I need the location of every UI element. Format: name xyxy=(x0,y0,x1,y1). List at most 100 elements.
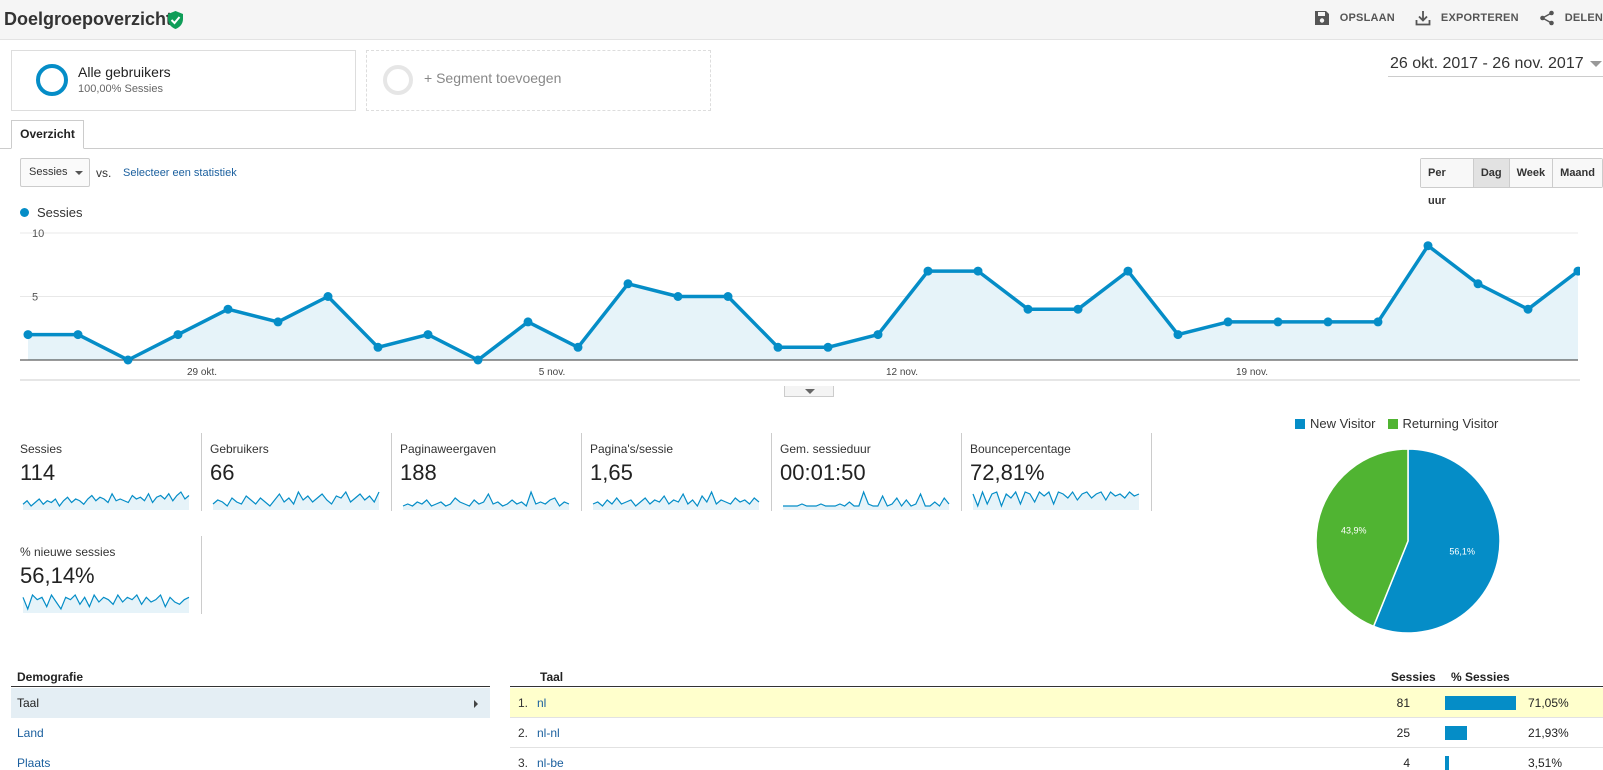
data-point[interactable] xyxy=(273,317,283,327)
sessions-value: 4 xyxy=(1403,756,1410,770)
data-point[interactable] xyxy=(173,330,183,340)
metric-value: 188 xyxy=(400,460,437,485)
segment-subtitle: 100,00% Sessies xyxy=(78,83,163,95)
tab-overview[interactable]: Overzicht xyxy=(11,120,84,149)
sparkline-line xyxy=(22,593,190,611)
data-point[interactable] xyxy=(623,279,633,289)
demographics-item-city[interactable]: Plaats xyxy=(11,748,490,770)
data-point[interactable] xyxy=(1073,304,1083,314)
data-point[interactable] xyxy=(523,317,533,327)
granularity-week-button[interactable]: Week xyxy=(1509,159,1554,187)
share-label: DELEN xyxy=(1564,12,1603,24)
metric-divider xyxy=(581,433,582,511)
data-point[interactable] xyxy=(773,342,783,352)
granularity-hourly-button[interactable]: Per uur xyxy=(1421,159,1474,207)
data-point[interactable] xyxy=(23,330,33,340)
metric-divider xyxy=(961,433,962,511)
language-link[interactable]: nl-nl xyxy=(537,726,560,740)
metric-value: 72,81% xyxy=(970,460,1045,485)
pie-slice[interactable] xyxy=(1372,448,1501,634)
demographics-item-country[interactable]: Land xyxy=(11,718,490,748)
segment-all-users[interactable]: Alle gebruikers 100,00% Sessies xyxy=(11,50,356,111)
row-index: 2. xyxy=(518,726,529,740)
date-range-picker[interactable]: 26 okt. 2017 - 26 nov. 2017 xyxy=(1388,51,1603,77)
data-point[interactable] xyxy=(673,292,683,301)
granularity-month-button[interactable]: Maand xyxy=(1553,159,1602,187)
metric-card[interactable]: % nieuwe sessies 56,14% xyxy=(20,545,190,623)
pct-sessions-value: 21,93% xyxy=(1528,726,1569,740)
language-link[interactable]: nl-be xyxy=(537,756,564,770)
chart-legend: Sessies xyxy=(20,205,83,220)
save-button[interactable]: OPSLAAN xyxy=(1314,10,1395,26)
metric-card[interactable]: Gebruikers 66 xyxy=(210,442,380,520)
data-point[interactable] xyxy=(423,330,433,340)
metric-card[interactable]: Pagina's/sessie 1,65 xyxy=(590,442,760,520)
metric-divider xyxy=(391,433,392,511)
metric-card[interactable]: Sessies 114 xyxy=(20,442,190,520)
export-button[interactable]: EXPORTEREN xyxy=(1415,10,1519,26)
metric-divider xyxy=(771,433,772,511)
share-button[interactable]: DELEN xyxy=(1539,10,1603,26)
metric-card[interactable]: Gem. sessieduur 00:01:50 xyxy=(780,442,950,520)
data-point[interactable] xyxy=(1473,279,1483,289)
data-point[interactable] xyxy=(923,266,933,276)
data-point[interactable] xyxy=(473,355,483,365)
save-icon xyxy=(1314,11,1329,25)
top-bar: Doelgroepoverzicht OPSLAAN EXPORTEREN xyxy=(0,0,1603,40)
demographics-divider xyxy=(11,686,490,687)
table-row: 1. nl 81 71,05% xyxy=(510,688,1603,718)
data-point[interactable] xyxy=(1323,317,1333,327)
metric-select[interactable]: Sessies xyxy=(20,158,90,187)
visitor-type-pie-chart: 56,1% 43,9% xyxy=(1315,448,1501,634)
report-actions: OPSLAAN EXPORTEREN DELEN xyxy=(1314,10,1603,26)
pie-legend-item-new: New Visitor xyxy=(1295,416,1376,431)
data-point[interactable] xyxy=(573,342,583,352)
pie-slice[interactable] xyxy=(1315,448,1409,628)
metric-label: Sessies xyxy=(20,442,63,456)
data-point[interactable] xyxy=(1373,317,1383,327)
data-point[interactable] xyxy=(73,330,83,340)
metric-value: 00:01:50 xyxy=(780,460,866,485)
data-point[interactable] xyxy=(223,304,233,314)
data-point[interactable] xyxy=(823,342,833,352)
data-point[interactable] xyxy=(1223,317,1233,327)
metric-card[interactable]: Bouncepercentage 72,81% xyxy=(970,442,1140,520)
pie-slice-label: 43,9% xyxy=(1341,525,1367,535)
data-point[interactable] xyxy=(373,342,383,352)
add-segment-button[interactable]: + Segment toevoegen xyxy=(366,50,711,111)
table-row: 2. nl-nl 25 21,93% xyxy=(510,718,1603,748)
demographics-item-language[interactable]: Taal xyxy=(11,688,490,718)
pie-legend-label: Returning Visitor xyxy=(1402,416,1499,431)
legend-swatch xyxy=(1295,418,1305,429)
data-point[interactable] xyxy=(1573,266,1581,276)
data-point[interactable] xyxy=(1023,304,1033,314)
data-point[interactable] xyxy=(123,355,133,365)
language-link[interactable]: nl xyxy=(537,696,547,710)
metric-label: Paginaweergaven xyxy=(400,442,497,456)
data-point[interactable] xyxy=(873,330,883,340)
legend-swatch xyxy=(1387,418,1398,429)
metric-value: 114 xyxy=(20,460,56,485)
data-point[interactable] xyxy=(1123,266,1133,276)
column-header-language[interactable]: Taal xyxy=(540,670,564,684)
segment-ring-empty-icon xyxy=(383,65,413,95)
data-point[interactable] xyxy=(723,292,733,301)
pie-legend: New Visitor Returning Visitor xyxy=(1295,416,1510,431)
metric-card[interactable]: Paginaweergaven 188 xyxy=(400,442,570,520)
sparkline-area xyxy=(973,492,1139,510)
chevron-down-icon xyxy=(1589,60,1602,67)
column-header-sessions[interactable]: Sessies xyxy=(1391,670,1436,684)
data-point[interactable] xyxy=(973,266,983,276)
data-point[interactable] xyxy=(1273,317,1283,327)
table-row: 3. nl-be 4 3,51% xyxy=(510,748,1603,770)
chart-collapse-handle[interactable] xyxy=(784,386,834,397)
data-point[interactable] xyxy=(1423,241,1433,251)
data-point[interactable] xyxy=(1523,304,1533,314)
compare-metric-link[interactable]: Selecteer een statistiek xyxy=(123,167,237,179)
row-index: 3. xyxy=(518,756,529,770)
data-point[interactable] xyxy=(323,292,333,301)
granularity-day-button[interactable]: Dag xyxy=(1473,159,1510,187)
column-header-pct-sessions[interactable]: % Sessies xyxy=(1451,670,1510,684)
sparkline-area xyxy=(783,492,949,510)
data-point[interactable] xyxy=(1173,330,1183,340)
